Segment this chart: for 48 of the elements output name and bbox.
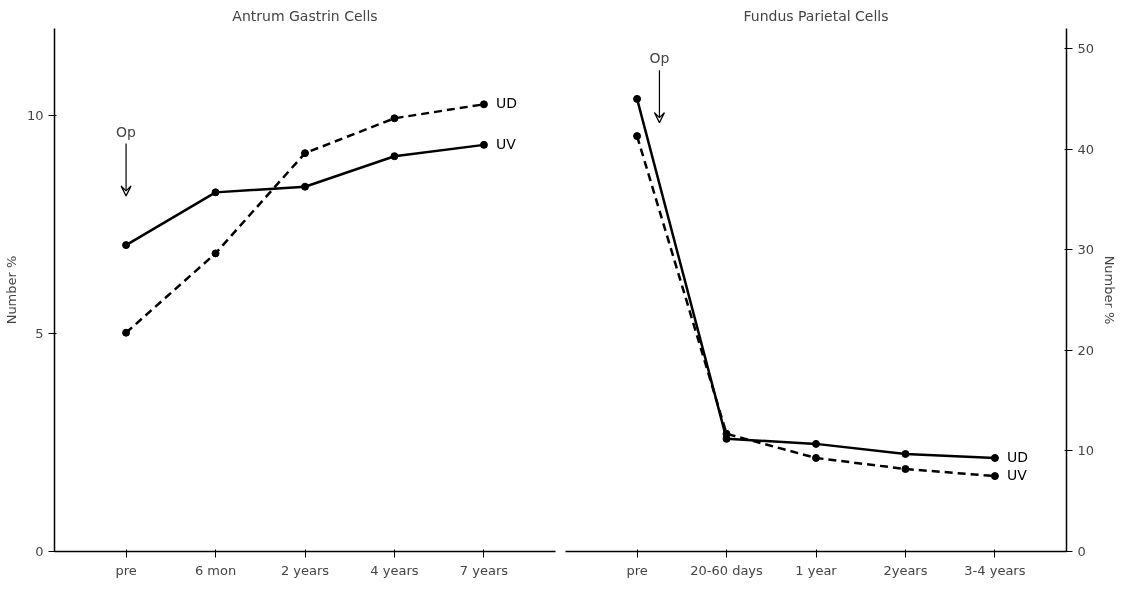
point — [901, 449, 910, 458]
point — [479, 100, 488, 109]
x-tick-label: 6 mon — [194, 562, 237, 578]
point — [812, 439, 820, 448]
x-tick-label: 3-4 years — [964, 562, 1026, 578]
y2-tick-label: 40 — [1077, 141, 1095, 157]
series-label: UV — [1006, 467, 1028, 484]
y-tick-label: 10 — [26, 108, 44, 124]
annotation: Op — [649, 50, 670, 67]
point — [390, 114, 399, 123]
y-axis-title: Number % — [3, 255, 19, 325]
point — [633, 132, 642, 141]
x-tick-label: 1 year — [795, 562, 838, 578]
chart-title: Fundus Parietal Cells — [743, 7, 889, 24]
point — [301, 182, 309, 191]
point — [812, 453, 820, 462]
x-tick-label: 2years — [883, 562, 928, 578]
series-label: UD — [1006, 448, 1028, 465]
x-tick-label: 20-60 days — [690, 562, 764, 578]
y2-axis-title: Number % — [1102, 255, 1118, 325]
point — [990, 472, 999, 481]
point — [211, 249, 220, 258]
series-label: UV — [495, 135, 517, 152]
point — [990, 453, 999, 462]
x-tick-label: 4 years — [370, 562, 419, 578]
point — [211, 188, 220, 197]
x-tick-label: 2 years — [280, 562, 330, 578]
point — [479, 140, 488, 149]
chart-title: Antrum Gastrin Cells — [232, 7, 378, 24]
y2-tick-label: 0 — [1077, 544, 1086, 559]
point — [122, 241, 131, 250]
x-tick-label: 7 years — [459, 562, 509, 578]
y2-tick-label: 20 — [1077, 342, 1095, 358]
point — [722, 429, 731, 438]
y2-tick-label: 10 — [1077, 443, 1095, 459]
point — [390, 152, 399, 161]
x-tick-label: pre — [626, 562, 648, 578]
point — [122, 328, 131, 337]
series-label: UD — [495, 95, 517, 112]
point — [301, 149, 309, 158]
y-tick-label: 5 — [35, 326, 44, 342]
point — [901, 465, 910, 474]
y2-tick-label: 50 — [1077, 41, 1095, 57]
annotation: Op — [116, 123, 137, 140]
x-tick-label: pre — [115, 562, 137, 578]
y2-tick-label: 30 — [1077, 242, 1095, 258]
y-tick-label: 0 — [35, 544, 44, 559]
point — [633, 94, 642, 103]
